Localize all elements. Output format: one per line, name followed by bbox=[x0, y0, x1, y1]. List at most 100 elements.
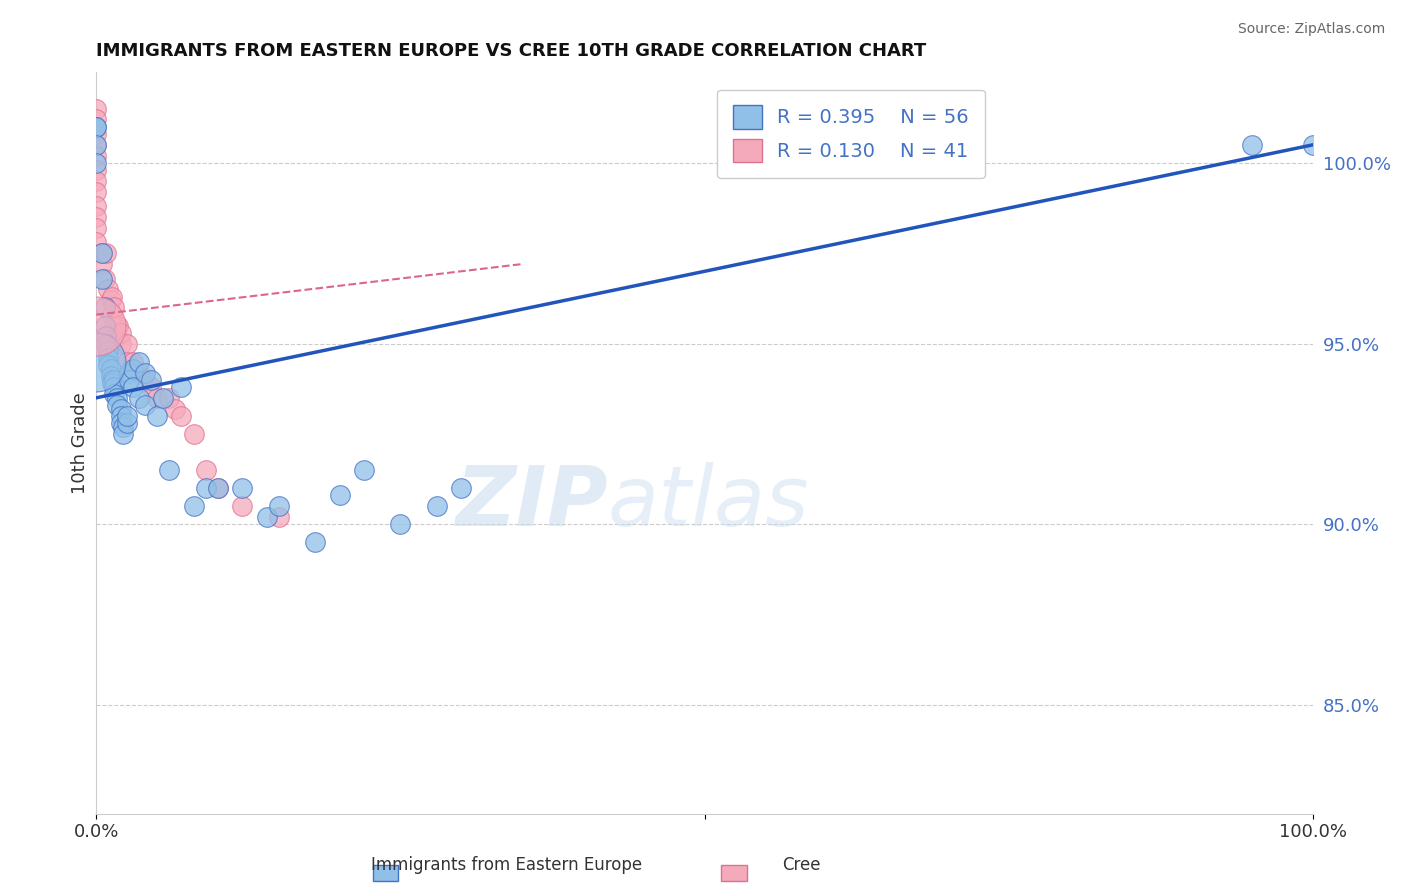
Point bbox=[121, 380, 143, 394]
Point bbox=[91, 246, 114, 260]
Point bbox=[183, 500, 205, 514]
Point bbox=[157, 463, 180, 477]
Point bbox=[426, 500, 449, 514]
Point bbox=[100, 369, 122, 384]
Point bbox=[353, 463, 375, 477]
Point bbox=[84, 235, 107, 250]
Point bbox=[389, 517, 412, 532]
Point bbox=[121, 354, 143, 368]
Point bbox=[194, 463, 217, 477]
Point bbox=[93, 318, 115, 333]
Point bbox=[110, 401, 132, 416]
Point bbox=[139, 373, 162, 387]
Point bbox=[231, 500, 253, 514]
Point bbox=[84, 112, 107, 127]
Point bbox=[115, 354, 138, 368]
Text: IMMIGRANTS FROM EASTERN EUROPE VS CREE 10TH GRADE CORRELATION CHART: IMMIGRANTS FROM EASTERN EUROPE VS CREE 1… bbox=[96, 42, 927, 60]
Point bbox=[170, 409, 193, 423]
Point bbox=[91, 246, 114, 260]
Point bbox=[84, 318, 107, 333]
Point bbox=[267, 500, 290, 514]
Point bbox=[105, 391, 128, 405]
Point bbox=[207, 481, 229, 495]
Point bbox=[450, 481, 472, 495]
Point bbox=[84, 220, 107, 235]
Legend: R = 0.395    N = 56, R = 0.130    N = 41: R = 0.395 N = 56, R = 0.130 N = 41 bbox=[717, 89, 984, 178]
Point bbox=[93, 271, 115, 285]
Point bbox=[84, 148, 107, 162]
Point bbox=[84, 127, 107, 141]
Point bbox=[97, 359, 120, 373]
Point bbox=[103, 380, 125, 394]
Point bbox=[139, 380, 162, 394]
Point bbox=[231, 481, 253, 495]
Point bbox=[194, 481, 217, 495]
Point bbox=[103, 373, 125, 387]
Point bbox=[146, 391, 169, 405]
Point bbox=[101, 289, 124, 303]
Point bbox=[94, 336, 117, 351]
Point bbox=[101, 376, 124, 391]
Text: ZIP: ZIP bbox=[454, 462, 607, 543]
Point bbox=[146, 409, 169, 423]
Point bbox=[100, 293, 122, 308]
Point bbox=[170, 380, 193, 394]
Point bbox=[183, 427, 205, 442]
Point bbox=[84, 185, 107, 199]
Point bbox=[84, 120, 107, 134]
Point bbox=[121, 362, 143, 376]
Text: Source: ZipAtlas.com: Source: ZipAtlas.com bbox=[1237, 22, 1385, 37]
Point bbox=[165, 401, 187, 416]
Point bbox=[103, 318, 125, 333]
Point bbox=[84, 199, 107, 213]
Point bbox=[128, 366, 150, 380]
Point bbox=[267, 510, 290, 524]
Point bbox=[128, 391, 150, 405]
Point bbox=[134, 373, 156, 387]
Point bbox=[111, 419, 134, 434]
Point bbox=[134, 366, 156, 380]
Point bbox=[97, 282, 120, 296]
Text: Immigrants from Eastern Europe: Immigrants from Eastern Europe bbox=[371, 855, 641, 873]
Point bbox=[84, 102, 107, 116]
Point bbox=[103, 301, 125, 315]
Point bbox=[103, 387, 125, 401]
Point bbox=[94, 246, 117, 260]
Point bbox=[94, 329, 117, 343]
Point bbox=[100, 362, 122, 376]
Point bbox=[84, 210, 107, 224]
Point bbox=[110, 336, 132, 351]
Point bbox=[84, 354, 107, 368]
Point bbox=[110, 326, 132, 340]
Point bbox=[110, 416, 132, 430]
Point bbox=[115, 416, 138, 430]
Point bbox=[101, 373, 124, 387]
Point bbox=[207, 481, 229, 495]
Point bbox=[84, 120, 107, 134]
Point bbox=[105, 398, 128, 412]
Point bbox=[91, 271, 114, 285]
Point bbox=[105, 329, 128, 343]
Point bbox=[110, 409, 132, 423]
Point bbox=[304, 535, 326, 549]
Point bbox=[118, 366, 141, 380]
Text: Cree: Cree bbox=[782, 855, 821, 873]
Point bbox=[84, 174, 107, 188]
Point bbox=[1241, 137, 1264, 152]
Point bbox=[91, 257, 114, 271]
Point bbox=[97, 351, 120, 365]
Point bbox=[84, 156, 107, 170]
Point bbox=[128, 354, 150, 368]
Point bbox=[157, 391, 180, 405]
Text: atlas: atlas bbox=[607, 462, 808, 543]
Point bbox=[84, 137, 107, 152]
Point bbox=[134, 398, 156, 412]
Point bbox=[97, 343, 120, 358]
Point bbox=[107, 318, 129, 333]
Point bbox=[111, 427, 134, 442]
Point bbox=[115, 409, 138, 423]
Point bbox=[93, 301, 115, 315]
Point bbox=[101, 308, 124, 322]
Point bbox=[84, 137, 107, 152]
Y-axis label: 10th Grade: 10th Grade bbox=[72, 392, 89, 494]
